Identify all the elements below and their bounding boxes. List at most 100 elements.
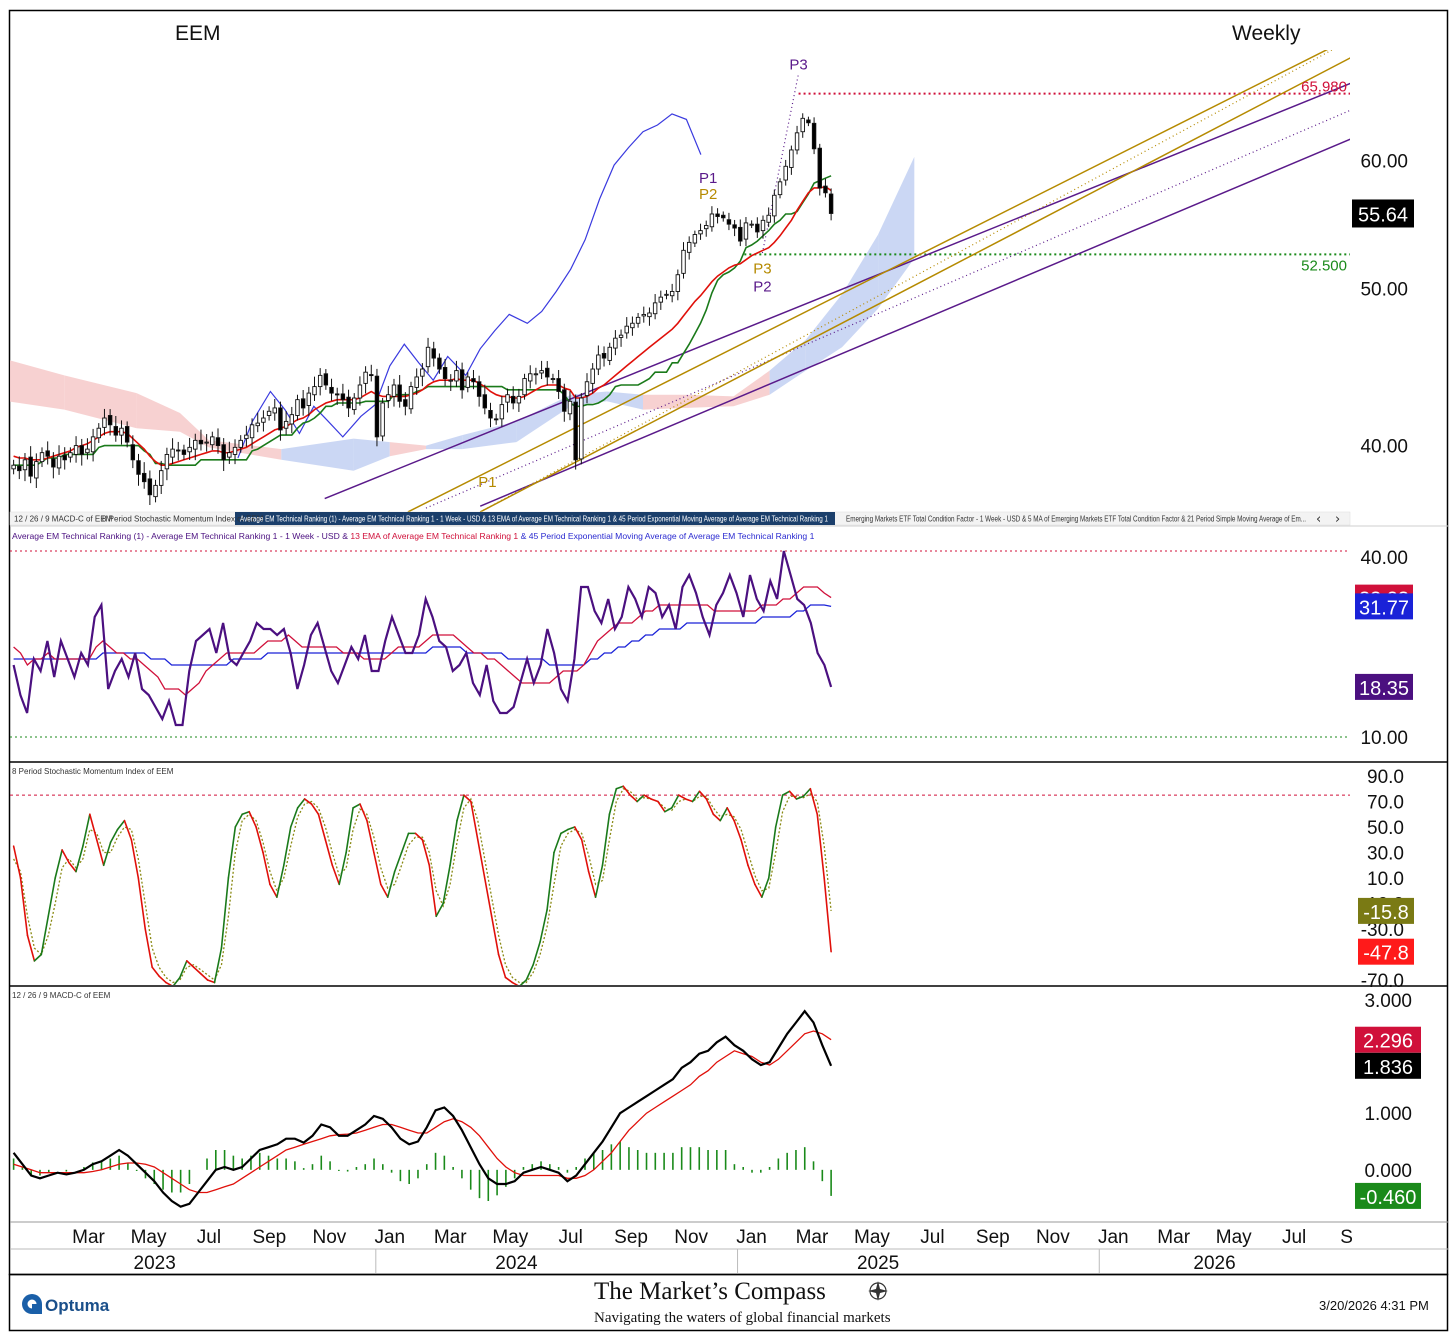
smi-value-label: -47.8 bbox=[1363, 943, 1409, 965]
ranking-13-ema-line bbox=[13, 586, 832, 696]
smi-line-segment bbox=[781, 790, 791, 796]
smi-panel bbox=[10, 785, 1350, 985]
tab-ranking[interactable]: Average EM Technical Ranking (1) - Avera… bbox=[240, 515, 828, 524]
candle-body bbox=[141, 472, 147, 483]
candle-body bbox=[476, 381, 482, 397]
smi-line-segment bbox=[317, 813, 327, 841]
last-price-badge bbox=[1352, 199, 1414, 228]
candle-body bbox=[760, 219, 766, 232]
ranking-title-part-3: & 45 Period Exponential Moving Average o… bbox=[518, 531, 814, 541]
gold-pitchfork-median bbox=[478, 50, 1334, 512]
candle-body bbox=[335, 393, 340, 396]
smi-line-segment bbox=[130, 838, 140, 879]
candle-body bbox=[124, 426, 130, 443]
ranking-value-label: 18.35 bbox=[1359, 678, 1409, 700]
year-tick-label: 2023 bbox=[134, 1253, 176, 1274]
candle-body bbox=[380, 402, 385, 437]
smi-value-label: -15.8 bbox=[1363, 902, 1409, 924]
candle-body bbox=[249, 424, 255, 439]
pitchfork-label: P3 bbox=[789, 56, 807, 73]
ichimoku-cloud-segment bbox=[769, 339, 806, 395]
ichimoku-cloud-segment bbox=[281, 438, 354, 471]
year-tick-label: 2026 bbox=[1193, 1253, 1235, 1274]
price-tick-label: 40.00 bbox=[1360, 437, 1408, 458]
smi-line-segment bbox=[435, 902, 444, 918]
candle-body bbox=[397, 384, 402, 402]
smi-line-segment bbox=[705, 798, 715, 816]
candle-body bbox=[96, 427, 101, 439]
tab-next-button[interactable]: › bbox=[1335, 512, 1340, 527]
ichimoku-cloud-segment bbox=[180, 413, 209, 448]
brand-title: The Market’s Compass bbox=[594, 1278, 826, 1305]
tab-prev-button[interactable]: ‹ bbox=[1316, 512, 1321, 527]
smi-line-segment bbox=[823, 877, 832, 953]
candle-body bbox=[357, 384, 363, 399]
macd-panel-title: 12 / 26 / 9 MACD-C of EEM bbox=[12, 991, 111, 1000]
candle-body bbox=[176, 449, 181, 452]
smi-line-segment bbox=[816, 813, 825, 879]
candle-body bbox=[454, 370, 459, 382]
candle-body bbox=[198, 439, 204, 445]
candle-body bbox=[329, 386, 334, 394]
candle-body bbox=[828, 193, 834, 214]
ichimoku-cloud-segment bbox=[643, 394, 687, 410]
tab-macd[interactable]: 12 / 26 / 9 MACD-C of EEM bbox=[14, 515, 113, 524]
month-tick-label: Jul bbox=[197, 1227, 221, 1248]
candle-body bbox=[522, 378, 527, 396]
smi-line-segment bbox=[608, 787, 618, 816]
month-tick-label: May bbox=[492, 1227, 528, 1248]
candle-body bbox=[119, 427, 124, 436]
smi-line-segment bbox=[573, 826, 583, 841]
smi-tick-label: 10.0 bbox=[1367, 869, 1404, 890]
candle-body bbox=[624, 325, 629, 334]
ranking-tick-label: 40.00 bbox=[1360, 548, 1408, 569]
smi-line-segment bbox=[386, 870, 396, 898]
candle-body bbox=[573, 401, 578, 461]
candle-body bbox=[777, 181, 783, 196]
smi-line-segment bbox=[594, 864, 604, 898]
purple-pitchfork-handle bbox=[761, 73, 800, 254]
smi-line-segment bbox=[116, 819, 126, 831]
candle-body bbox=[505, 394, 510, 403]
pitchfork-label: P2 bbox=[753, 278, 771, 295]
candle-body bbox=[459, 369, 465, 391]
candle-body bbox=[556, 378, 561, 392]
month-tick-label: Nov bbox=[674, 1227, 708, 1248]
pitchfork-label: P1 bbox=[478, 474, 496, 491]
smi-line-segment bbox=[519, 979, 528, 985]
candle-body bbox=[681, 249, 686, 274]
candle-body bbox=[658, 296, 664, 303]
candle-body bbox=[641, 313, 646, 317]
candle-body bbox=[28, 456, 33, 477]
candle-body bbox=[244, 434, 249, 440]
ichimoku-cloud-segment bbox=[606, 391, 643, 410]
candle-body bbox=[221, 444, 226, 461]
smi-line-segment bbox=[199, 972, 209, 981]
smi-line-segment bbox=[414, 832, 424, 841]
macd-tick-label: 3.000 bbox=[1364, 991, 1412, 1012]
smi-line-segment bbox=[532, 940, 541, 966]
month-tick-label: Jan bbox=[736, 1227, 767, 1248]
smi-line-segment bbox=[733, 819, 742, 841]
smi-line-segment bbox=[379, 883, 389, 898]
ichimoku-cloud-segment bbox=[426, 435, 463, 450]
candle-body bbox=[369, 374, 374, 377]
purple-pitchfork-lower bbox=[479, 138, 1350, 507]
smi-line-segment bbox=[173, 976, 181, 985]
month-tick-label: Jul bbox=[1282, 1227, 1306, 1248]
tab-smi[interactable]: 8 Period Stochastic Momentum Index of EE… bbox=[102, 515, 264, 524]
smi-line-segment bbox=[567, 826, 576, 831]
smi-line-segment bbox=[449, 819, 458, 867]
candle-body bbox=[721, 214, 726, 219]
compass-icon bbox=[868, 1281, 888, 1301]
candle-body bbox=[300, 398, 306, 409]
tab-condition-factor[interactable]: Emerging Markets ETF Total Condition Fac… bbox=[846, 515, 1306, 524]
smi-line-segment bbox=[151, 966, 160, 977]
smi-line-segment bbox=[511, 981, 519, 985]
price-panel-labels: 65.98052.50040.0050.0060.0055.64P1P1P2P3… bbox=[478, 56, 1414, 491]
candle-body bbox=[159, 470, 164, 486]
candle-body bbox=[232, 446, 238, 455]
ichimoku-cloud-segment bbox=[733, 370, 770, 407]
candle-body bbox=[22, 459, 28, 471]
